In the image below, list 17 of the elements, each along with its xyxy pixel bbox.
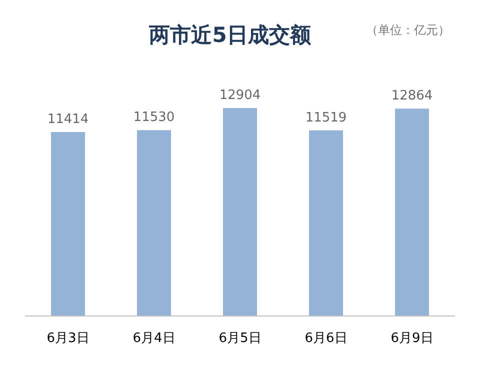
data-label: 12864 <box>391 88 433 104</box>
data-label: 11414 <box>47 112 89 128</box>
x-tick-label: 6月4日 <box>132 331 176 346</box>
data-label: 11519 <box>305 110 347 126</box>
text: （单位：亿元） <box>366 23 450 37</box>
x-tick-label: 6月5日 <box>218 331 262 346</box>
chart-title: 两市近5日成交额 <box>148 23 312 47</box>
bar <box>51 132 85 316</box>
x-tick-label: 6月9日 <box>390 331 434 346</box>
x-tick-label: 6月6日 <box>304 331 348 346</box>
data-label: 12904 <box>219 88 261 103</box>
bar <box>309 130 343 316</box>
data-label: 11530 <box>133 110 175 126</box>
bar <box>395 108 429 316</box>
bar <box>137 130 171 316</box>
bar <box>223 108 257 316</box>
x-tick-label: 6月3日 <box>46 331 90 346</box>
